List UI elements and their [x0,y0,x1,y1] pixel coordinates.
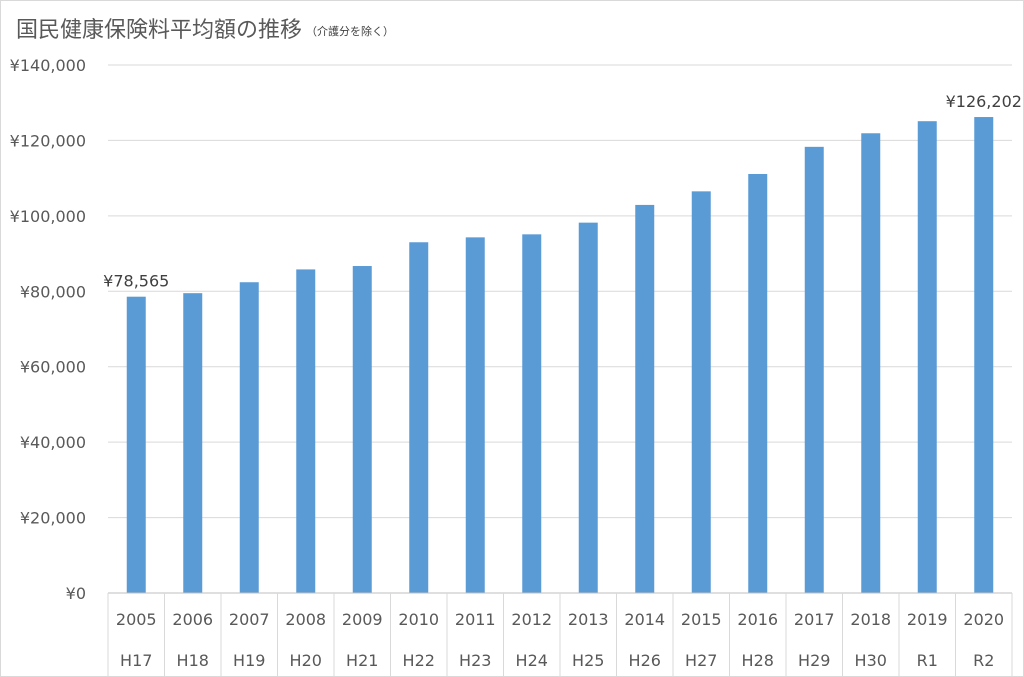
x-tick-label-era: H22 [403,651,435,670]
x-tick-label-era: H27 [685,651,717,670]
bar [917,121,937,594]
x-tick-label-era: H25 [572,651,604,670]
bar [522,234,542,593]
bar [465,237,485,593]
x-tick-label-year: 2018 [850,610,891,629]
x-tick-label-year: 2012 [511,610,552,629]
y-tick-label: ¥100,000 [10,207,86,226]
bar [578,222,598,593]
bar [183,293,203,593]
bar [861,133,881,593]
x-tick-label-era: H24 [516,651,548,670]
x-tick-label-era: R2 [973,651,994,670]
x-tick-label-era: H21 [346,651,378,670]
y-tick-label: ¥60,000 [20,358,86,377]
x-tick-label-year: 2011 [455,610,496,629]
x-tick-label-year: 2009 [342,610,383,629]
y-tick-label: ¥0 [66,584,86,603]
y-tick-label: ¥40,000 [20,433,86,452]
x-tick-label-era: H19 [233,651,265,670]
x-tick-label-year: 2015 [681,610,722,629]
x-tick-label-era: H17 [120,651,152,670]
data-label: ¥126,202 [946,92,1022,111]
bar [409,242,429,593]
bar [635,204,655,594]
bar [748,173,768,593]
x-tick-label-era: H28 [742,651,774,670]
x-tick-label-year: 2008 [285,610,326,629]
x-tick-label-era: H30 [855,651,887,670]
chart-title: 国民健康保険料平均額の推移 （介護分を除く） [16,18,394,43]
bar [296,269,316,593]
x-tick-label-year: 2007 [229,610,270,629]
chart-subtitle: （介護分を除く） [306,24,394,38]
y-tick-label: ¥140,000 [10,56,86,75]
bar [804,146,824,593]
x-tick-label-year: 2016 [737,610,778,629]
chart-title-main: 国民健康保険料平均額の推移 [16,18,302,43]
x-tick-label-era: H26 [629,651,661,670]
bar [691,191,711,594]
y-tick-label: ¥120,000 [10,131,86,150]
data-labels: ¥78,565 ¥126,202 [103,92,1022,291]
x-tick-label-era: H23 [459,651,491,670]
x-tick-label-year: 2005 [116,610,157,629]
y-tick-label: ¥20,000 [20,509,86,528]
x-tick-label-year: 2020 [963,610,1004,629]
x-tick-label-era: R1 [917,651,938,670]
x-tick-label-year: 2017 [794,610,835,629]
x-tick-label-era: H29 [798,651,830,670]
x-axis-table: 2005 H17 2006 H18 2007 H19 2008 H20 2009 H21 2010 H… [107,592,1013,676]
bars [126,117,994,594]
x-tick-label-year: 2013 [568,610,609,629]
bar [974,117,994,593]
bar [352,266,372,593]
bar [126,296,146,593]
x-tick-label-year: 2019 [907,610,948,629]
x-tick-label-year: 2014 [624,610,665,629]
bar [239,282,259,593]
y-axis-ticks: ¥0 ¥20,000 ¥40,000 ¥60,000 ¥80,000 ¥100,000 ¥1… [10,56,86,603]
x-tick-label-era: H18 [177,651,209,670]
data-label: ¥78,565 [103,272,169,291]
x-tick-label-year: 2006 [172,610,213,629]
x-tick-label-year: 2010 [398,610,439,629]
x-tick-label-era: H20 [290,651,322,670]
y-tick-label: ¥80,000 [20,282,86,301]
